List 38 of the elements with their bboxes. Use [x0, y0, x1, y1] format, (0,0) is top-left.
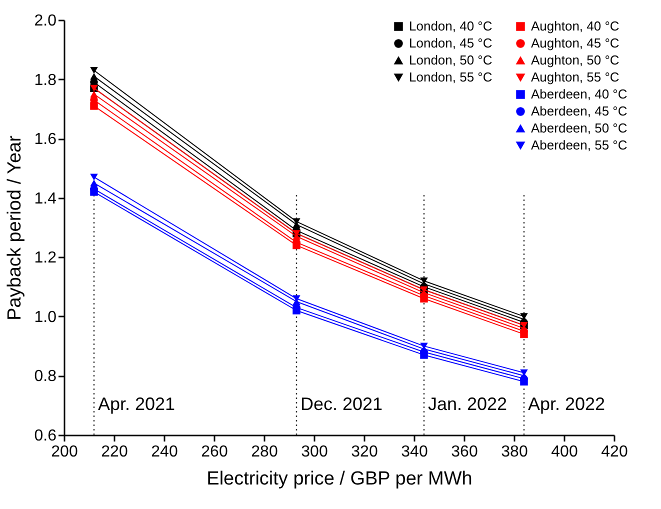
y-tick-label: 1.2	[34, 250, 57, 267]
legend-label: Aberdeen, 40 °C	[531, 86, 628, 102]
legend-label: Aberdeen, 45 °C	[531, 104, 628, 118]
ref-line-label: Apr. 2021	[98, 394, 176, 414]
legend-label: Aughton, 45 °C	[531, 36, 620, 50]
x-tick-label: 340	[401, 444, 428, 460]
y-tick-label: 0.8	[34, 368, 57, 386]
y-tick-label: 1.0	[34, 308, 57, 326]
y-tick-label: 1.4	[34, 190, 57, 208]
ref-line-label: Jan. 2022	[428, 394, 508, 414]
ref-line-label: Apr. 2022	[528, 394, 606, 414]
y-tick-label: 1.8	[34, 72, 57, 89]
x-tick-label: 380	[501, 444, 528, 460]
legend-label: Aughton, 50 °C	[531, 52, 620, 68]
y-tick-label: 1.6	[34, 131, 57, 148]
legend-label: Aberdeen, 55 °C	[531, 138, 628, 152]
ref-line-label: Dec. 2021	[300, 394, 383, 414]
x-tick-label: 240	[151, 444, 178, 460]
x-tick-label: 280	[251, 444, 278, 460]
x-tick-label: 300	[301, 444, 328, 460]
x-tick-label: 420	[601, 444, 628, 460]
y-tick-label: 0.6	[34, 428, 57, 444]
legend-label: London, 45 °C	[409, 36, 492, 50]
y-tick-label: 2.0	[34, 12, 57, 30]
x-tick-label: 260	[201, 444, 228, 460]
x-axis-title: Electricity price / GBP per MWh	[206, 468, 472, 490]
legend-label: Aughton, 55 °C	[531, 70, 620, 84]
x-tick-label: 360	[451, 444, 478, 460]
legend-label: Aberdeen, 50 °C	[531, 120, 628, 136]
legend-label: Aughton, 40 °C	[531, 18, 620, 34]
x-tick-label: 400	[551, 444, 578, 460]
legend-label: London, 55 °C	[409, 70, 492, 84]
y-axis-title: Payback period / Year	[4, 134, 26, 320]
x-tick-label: 320	[351, 444, 378, 460]
legend-label: London, 50 °C	[409, 52, 492, 68]
x-tick-label: 200	[51, 444, 78, 460]
x-tick-label: 220	[101, 444, 128, 460]
legend-label: London, 40 °C	[409, 18, 492, 34]
